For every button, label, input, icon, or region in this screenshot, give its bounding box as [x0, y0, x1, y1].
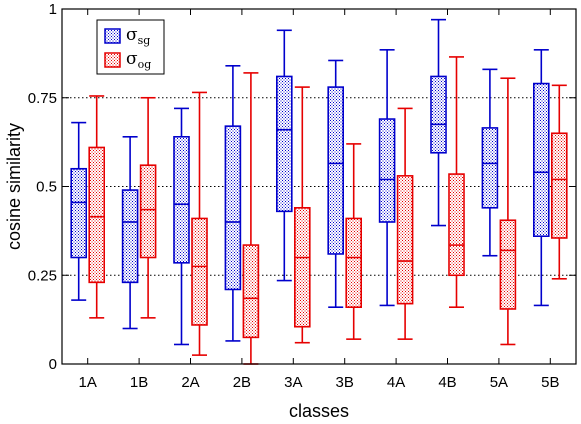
- box-og-5B: [550, 84, 568, 280]
- box-og-4B: [448, 56, 465, 309]
- legend-swatch-og: [104, 52, 121, 68]
- y-tick-label: 1: [49, 1, 57, 18]
- iqr-box: [242, 244, 260, 339]
- x-tick-label: 4A: [387, 374, 405, 391]
- legend-label-sg: σsg: [126, 25, 150, 47]
- box-og-3B: [345, 143, 363, 340]
- iqr-box: [430, 75, 447, 154]
- box-sg-4B: [430, 18, 447, 227]
- legend-swatch-sg: [104, 28, 121, 44]
- grid-lines: [62, 97, 576, 276]
- iqr-box: [121, 189, 139, 284]
- box-series: [70, 18, 568, 365]
- iqr-box: [293, 207, 311, 328]
- box-sg-4A: [378, 49, 396, 307]
- y-tick-label: 0.5: [36, 179, 57, 196]
- iqr-box: [275, 75, 293, 213]
- iqr-box: [345, 217, 363, 308]
- box-og-1A: [88, 95, 105, 319]
- box-sg-5A: [481, 68, 499, 257]
- box-og-4A: [396, 107, 414, 340]
- x-tick-label: 5A: [490, 374, 508, 391]
- box-og-2A: [191, 91, 208, 356]
- y-tick-label: 0: [49, 356, 57, 373]
- iqr-box: [327, 86, 345, 255]
- y-tick-label: 0.25: [28, 267, 57, 284]
- box-sg-3A: [275, 29, 293, 282]
- iqr-box: [481, 127, 499, 209]
- box-og-3A: [293, 86, 311, 344]
- box-sg-1B: [121, 136, 139, 330]
- box-sg-2A: [173, 107, 190, 346]
- iqr-box: [396, 175, 414, 305]
- iqr-box: [173, 136, 190, 264]
- iqr-box: [550, 132, 568, 239]
- iqr-box: [139, 164, 157, 259]
- legend-label-og: σog: [126, 49, 151, 71]
- x-tick-label: 4B: [438, 374, 456, 391]
- box-og-2B: [242, 72, 260, 365]
- iqr-box: [532, 82, 550, 237]
- x-tick-label: 1A: [79, 374, 97, 391]
- x-tick-label: 3A: [284, 374, 302, 391]
- iqr-box: [88, 146, 105, 284]
- iqr-box: [378, 118, 396, 223]
- box-sg-5B: [532, 49, 550, 307]
- box-sg-2B: [224, 65, 242, 342]
- box-og-1B: [139, 96, 157, 319]
- y-tick-label: 0.75: [28, 90, 57, 107]
- iqr-box: [191, 217, 208, 326]
- y-axis-label: cosine similarity: [4, 123, 24, 250]
- x-tick-label: 2B: [233, 374, 251, 391]
- iqr-box: [499, 219, 517, 310]
- x-tick-label: 2A: [181, 374, 199, 391]
- box-sg-3B: [327, 59, 345, 309]
- x-tick-label: 3B: [336, 374, 354, 391]
- x-axis-label: classes: [289, 401, 349, 421]
- iqr-box: [448, 173, 465, 277]
- x-tick-label: 5B: [541, 374, 559, 391]
- box-sg-1A: [70, 121, 87, 301]
- iqr-box: [70, 167, 87, 259]
- axis-ticks: 0 0.25 0.5 0.75 1 1A 1B 2A 2B 3A 3B 4A 4B 5A 5B: [28, 1, 576, 391]
- x-tick-label: 1B: [130, 374, 148, 391]
- box-og-5A: [499, 77, 517, 346]
- iqr-box: [224, 125, 242, 291]
